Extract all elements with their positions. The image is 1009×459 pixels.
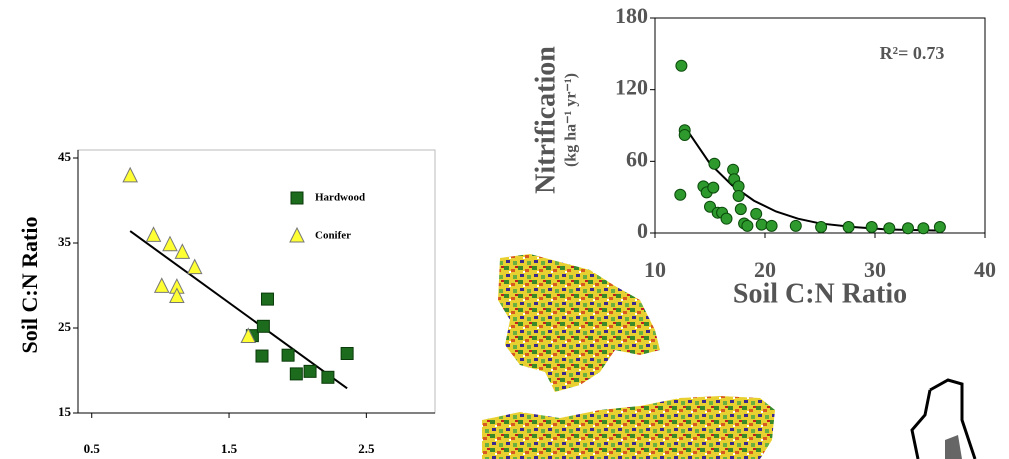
point: [155, 278, 169, 292]
state-outline: [912, 380, 975, 459]
y-axis-label: Soil C:N Ratio: [17, 217, 42, 354]
y-tick-label: 25: [58, 319, 72, 334]
trend-line: [130, 231, 347, 388]
annotation: R²= 0.73: [880, 43, 945, 63]
point: [735, 204, 746, 215]
point: [843, 222, 854, 233]
point: [751, 208, 762, 219]
y-tick-label: 120: [615, 75, 648, 100]
point: [256, 350, 268, 362]
figure: 15 25 35 45 0.5 1.5 2.5 Hardwood Conifer Soil C:N…: [0, 0, 1009, 459]
x-tick-label: 40: [974, 257, 996, 282]
point: [884, 223, 895, 234]
point: [341, 348, 353, 360]
point: [147, 227, 161, 241]
y-axis-label: Nitrification: [530, 46, 561, 194]
plot-frame: [78, 150, 435, 413]
point: [756, 219, 767, 230]
point: [918, 223, 929, 234]
point: [290, 368, 302, 380]
y-tick-label: 0: [637, 218, 648, 243]
point: [282, 349, 294, 361]
map-region: [482, 396, 775, 459]
x-axis-label: Soil C:N Ratio: [733, 278, 907, 309]
point: [163, 237, 177, 251]
point: [291, 192, 303, 204]
point: [261, 293, 273, 305]
point: [676, 60, 687, 71]
y-tick-label: 15: [58, 404, 72, 419]
point: [290, 228, 304, 242]
y-axis-units: (kg ha⁻¹ yr⁻¹): [563, 73, 580, 167]
page: {"chart_data": [ {"type": "scatter", "y_…: [0, 0, 1009, 459]
x-tick-label: 2.5: [358, 441, 375, 456]
x-tick-label: 10: [644, 257, 666, 282]
y-tick-label: 180: [615, 3, 648, 28]
point: [304, 365, 316, 377]
y-tick-label: 35: [58, 234, 72, 249]
x-tick-label: 0.5: [84, 441, 101, 456]
legend-label: Conifer: [315, 230, 351, 242]
point: [188, 260, 202, 274]
point: [721, 213, 732, 224]
point: [816, 222, 827, 233]
point: [934, 222, 945, 233]
point: [866, 222, 877, 233]
x-tick-label: 1.5: [221, 441, 238, 456]
point: [733, 190, 744, 201]
legend-label: Hardwood: [315, 192, 365, 204]
point: [123, 168, 137, 182]
point: [175, 244, 189, 258]
point: [903, 223, 914, 234]
point: [766, 220, 777, 231]
y-tick-label: 60: [626, 146, 648, 171]
point: [322, 371, 334, 383]
y-tick-label: 45: [58, 149, 72, 164]
point: [742, 220, 753, 231]
point: [257, 320, 269, 332]
point: [708, 182, 719, 193]
point: [709, 158, 720, 169]
state-region: [945, 435, 962, 459]
point: [679, 130, 690, 141]
point: [790, 220, 801, 231]
map-region: [498, 254, 660, 392]
point: [675, 189, 686, 200]
